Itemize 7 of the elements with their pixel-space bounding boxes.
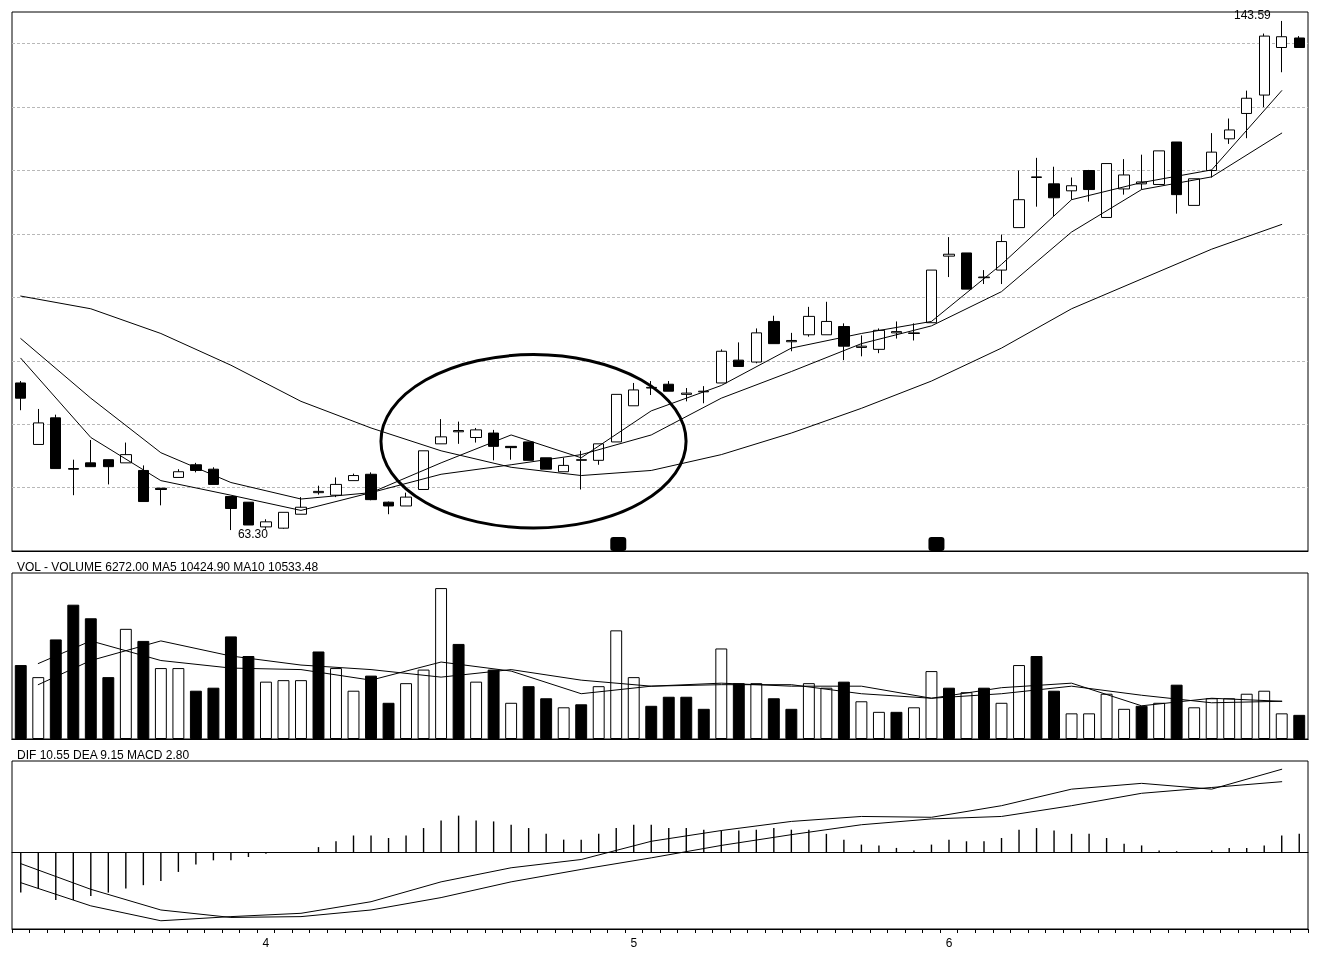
- chart-title: VOL - VOLUME 6272.00 MA5 10424.90 MA10 10533.48: [17, 560, 319, 574]
- x-tick-label: 5: [630, 936, 638, 950]
- chart-title: DIF 10.55 DEA 9.15 MACD 2.80: [17, 748, 190, 762]
- x-tick-label: 4: [262, 936, 270, 950]
- x-tick-label: 6: [945, 936, 953, 950]
- annotation: 143.59: [1234, 7, 1272, 22]
- annotation: 63.30: [237, 527, 269, 542]
